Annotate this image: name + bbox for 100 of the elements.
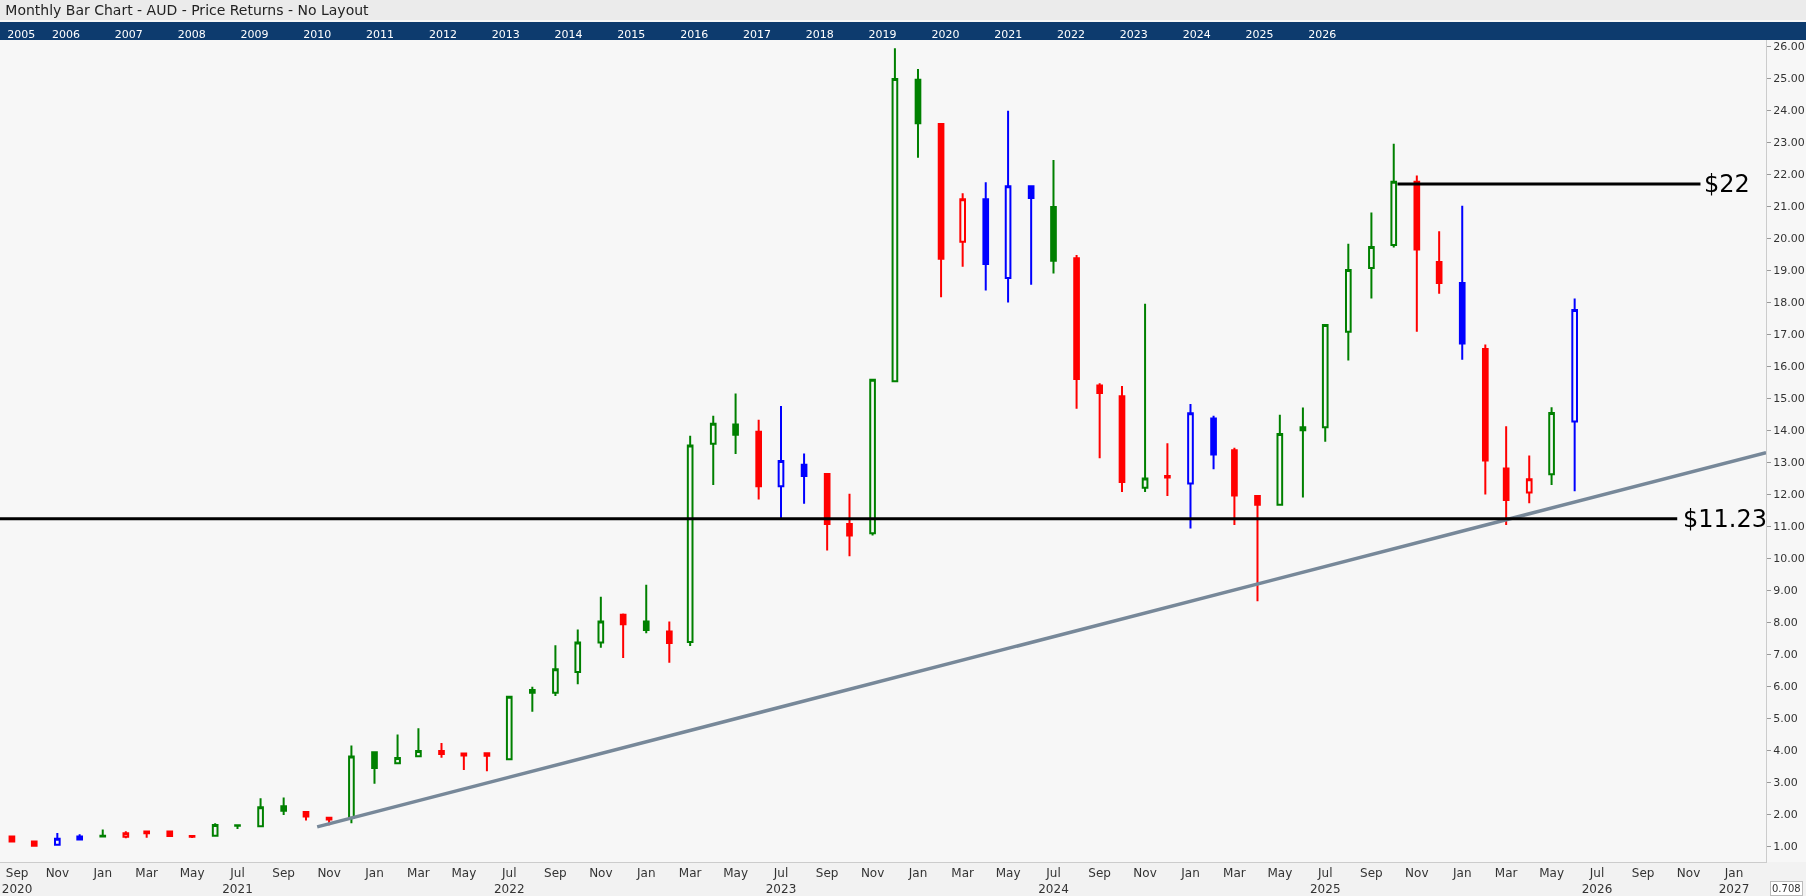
x-tick-label: Nov [45, 866, 70, 881]
y-tick-label: 20.00 [1773, 232, 1805, 246]
candlestick [1050, 158, 1057, 275]
series-label: $22 [1704, 170, 1750, 198]
candlestick [76, 833, 83, 842]
candlestick [415, 727, 422, 758]
x2-tick-label: 2014 [554, 27, 583, 41]
candlestick [394, 733, 401, 765]
candlestick [438, 742, 445, 759]
candlestick [211, 822, 219, 838]
x-tick-label: Mar [135, 866, 159, 881]
x2-tick-label: 2022 [1056, 27, 1085, 41]
y-tick-label: 14.00 [1773, 424, 1805, 438]
x2-tick-label: 2016 [680, 27, 709, 41]
candlestick [30, 840, 38, 848]
candlestick [1141, 302, 1149, 493]
candlestick [1368, 211, 1375, 300]
x2-tick-label: 2020 [931, 27, 960, 41]
candlestick [143, 830, 151, 839]
candlestick [1096, 382, 1103, 460]
x-tick-label: Mar [407, 866, 430, 881]
candlestick [642, 583, 650, 635]
x-tick-label: Nov [589, 866, 613, 881]
candlestick [1187, 402, 1194, 530]
x-tick-label: Jan [635, 866, 656, 881]
candlestick [1435, 230, 1443, 295]
y-tick-label: 12.00 [1773, 488, 1805, 502]
candlestick [1502, 425, 1510, 526]
x-tick-label: May [723, 866, 748, 881]
x-tick-label: Sep [815, 866, 839, 881]
x2-tick-label: 2007 [114, 27, 143, 41]
candlestick [166, 830, 174, 838]
y-tick-label: 1.00 [1773, 839, 1798, 853]
y-tick-label: 5.00 [1773, 711, 1798, 725]
candlestick [982, 181, 990, 292]
x-tick-label: Jul 2026 [1581, 866, 1613, 896]
candlestick [937, 122, 945, 299]
candlestick [800, 452, 808, 505]
candlestick [1458, 204, 1466, 361]
x2-tick-label: 2009 [240, 27, 269, 41]
x-tick-label: Nov [1405, 866, 1429, 881]
y-tick-label: 25.00 [1773, 72, 1805, 86]
candlestick [122, 830, 130, 840]
x-tick-label: May [1539, 866, 1564, 881]
x2-tick-label: 2018 [805, 27, 834, 41]
x2-tick-label: 2026 [1308, 27, 1337, 41]
x-tick-label: Jul 2021 [222, 866, 253, 896]
candlestick [755, 418, 762, 501]
candlestick [1210, 414, 1217, 471]
y-tick-label: 8.00 [1773, 615, 1798, 629]
x-tick-label: Sep [1631, 866, 1655, 881]
y-tick-label: 26.00 [1773, 40, 1805, 54]
x-tick-label: May [995, 866, 1021, 881]
y-tick-label: 3.00 [1773, 775, 1798, 789]
candlestick [1254, 494, 1261, 603]
chart-title: Monthly Bar Chart - AUD - Price Returns - No Layout [5, 1, 370, 18]
x2-tick-label: 2005 [7, 27, 36, 41]
x-tick-label: Jan [907, 866, 928, 881]
candlestick [665, 620, 673, 664]
candlestick [1413, 174, 1421, 333]
candlestick [1481, 343, 1489, 496]
candlestick [348, 744, 355, 825]
y-tick-label: 18.00 [1773, 296, 1805, 310]
x-tick-label: Jul 2022 [493, 866, 525, 896]
x2-tick-label: 2015 [617, 27, 646, 41]
candlestick [1164, 442, 1171, 498]
candlestick [53, 831, 61, 847]
candlestick [483, 752, 491, 773]
x-tick-label: Sep [272, 866, 295, 881]
y-tick-label: 23.00 [1773, 136, 1805, 150]
y-tick-label: 22.00 [1773, 168, 1805, 182]
y-tick-label: 21.00 [1773, 200, 1805, 214]
x-tick-label: Jan [364, 866, 384, 881]
candlestick [709, 414, 717, 486]
candlestick [914, 68, 922, 159]
x2-tick-label: 2006 [52, 27, 81, 41]
candlestick [1299, 406, 1307, 499]
x2-tick-label: 2017 [742, 27, 771, 41]
y-tick-label: 17.00 [1773, 328, 1805, 342]
x2-tick-label: 2023 [1119, 27, 1148, 41]
candlestick [1004, 109, 1012, 304]
y-tick-label: 15.00 [1773, 392, 1805, 406]
candlestick [1390, 142, 1398, 249]
candlestick [234, 823, 241, 831]
candlestick [597, 595, 605, 649]
x-tick-label: Mar [678, 866, 702, 881]
candlestick [619, 612, 627, 659]
candlestick [1344, 242, 1352, 362]
y-tick-label: 6.00 [1773, 679, 1798, 693]
x-tick-label: Jan [1451, 866, 1472, 881]
x-tick-label: Jan 2027 [1718, 866, 1750, 896]
x-tick-label: Jul 2023 [765, 866, 797, 896]
candlestick [505, 695, 513, 761]
x-tick-label: Nov [860, 866, 885, 881]
candlestick [1027, 184, 1035, 286]
x-tick-label: Nov [1133, 866, 1157, 881]
x2-tick-label: 2013 [491, 27, 520, 41]
x-tick-label: Sep 2020 [1, 866, 33, 896]
candlestick [460, 751, 468, 771]
candlestick [823, 472, 831, 552]
